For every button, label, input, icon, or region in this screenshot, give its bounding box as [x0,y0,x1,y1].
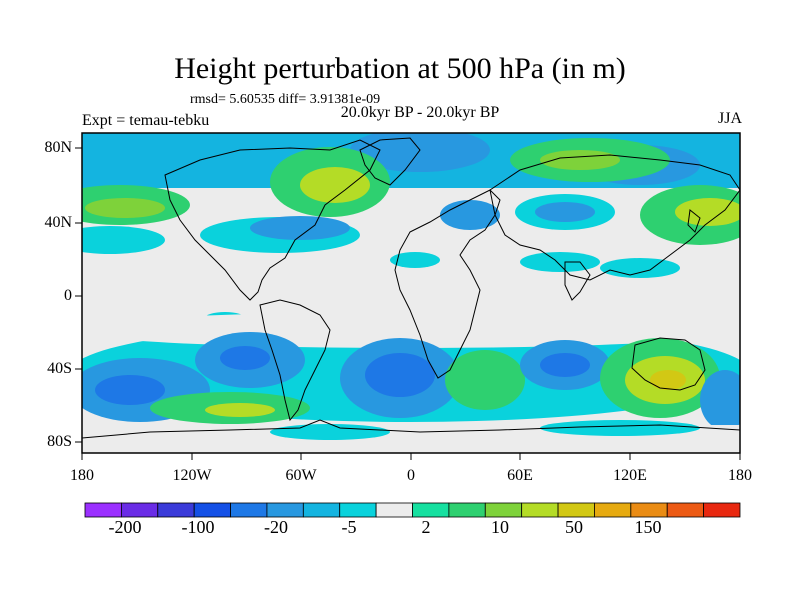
coastline-asia [489,154,740,281]
lon-tick-label: 60E [507,467,533,484]
contour-aus-orange [650,370,686,390]
colorbar-swatch [557,502,595,518]
coastline-europe-africa [394,189,501,379]
colorbar-label: 2 [421,517,431,537]
colorbar-swatch [630,502,668,518]
colorbar-swatch [594,502,632,518]
coastline-antarctica [82,419,740,439]
lat-tick-label: 0 [64,287,72,304]
lat-tick-label: 80N [44,139,72,156]
colorbar-label: 150 [634,517,662,537]
colorbar-label: -5 [341,517,357,537]
colorbar-swatch [339,502,377,518]
coastline-north-america [164,139,381,301]
colorbar-label: -100 [181,517,215,537]
colorbar-swatch [412,502,450,518]
contour-npac-green-inner [85,198,165,218]
contour-africa-cyan [390,252,440,268]
coastline-australia [631,337,706,391]
contour-russia-yellow [540,150,620,170]
period-label: 20.0kyr BP - 20.0kyr BP [340,104,500,121]
contour-ne-asia-yellow [675,198,740,226]
stats-label: rmsd= 5.60535 diff= 3.91381e-09 [190,92,381,107]
colorbar-label: 10 [491,517,509,537]
colorbar-swatch [302,502,341,518]
axis-ticks [75,147,741,460]
colorbar-swatch [521,502,559,518]
contour-antarctic-cyan [270,424,390,440]
colorbar-swatch [230,502,268,518]
lon-tick-label: 60W [285,467,317,484]
colorbar-swatch [120,502,159,518]
lat-tick-label: 40S [47,360,72,377]
colorbar [84,502,741,518]
lat-tick-label: 40N [44,214,72,231]
lon-tick-label: 180 [728,467,752,484]
colorbar-swatch [84,502,122,518]
lon-tick-label: 0 [407,467,415,484]
experiment-label: Expt = temau-tebku [82,112,210,129]
lon-tick-label: 120W [172,467,212,484]
colorbar-swatch [157,502,195,518]
colorbar-label: -200 [108,517,142,537]
contour-eurasia-blue [535,202,595,222]
contour-arctic-blue [350,133,490,172]
season-label: JJA [717,110,742,127]
contour-antarctic-cyan2 [540,420,700,436]
coastline-south-america [259,299,331,422]
contour-spac-dark [95,375,165,405]
coastlines [82,137,740,439]
colorbar-swatch [375,502,413,518]
contour-spac2-blue [220,346,270,370]
colorbar-swatch [266,502,304,518]
contour-n-atlantic-cyan [440,200,500,230]
colorbar-swatch [484,502,523,518]
coastline-japan [687,209,701,233]
contour-satl-blue [365,353,435,397]
contour-canada-yellow [300,167,370,203]
contour-npac-cyan [82,226,165,254]
colorbar-swatch [703,502,741,518]
colorbar-swatch [448,502,486,518]
colorbar-label: -20 [264,517,288,537]
colorbar-swatch [666,502,705,518]
lat-tick-label: 80S [47,433,72,450]
coastline-greenland [359,137,421,186]
contour-drake-yellow [205,403,275,417]
contour-mideast-cyan [520,252,600,272]
contour-sw-pacific-blue [700,370,740,430]
colorbar-label: 50 [565,517,583,537]
colorbar-swatch [193,502,231,518]
chart-title: Height perturbation at 500 hPa (in m) [174,52,626,85]
contour-asia-cyan [600,258,680,278]
contour-fields [82,133,740,453]
contour-atlantic-blue [250,216,350,240]
lon-tick-label: 180 [70,467,94,484]
lon-tick-label: 120E [613,467,647,484]
coastline-india [564,261,591,301]
contour-indian-dark [540,353,590,377]
contour-safrica-green [445,350,525,410]
